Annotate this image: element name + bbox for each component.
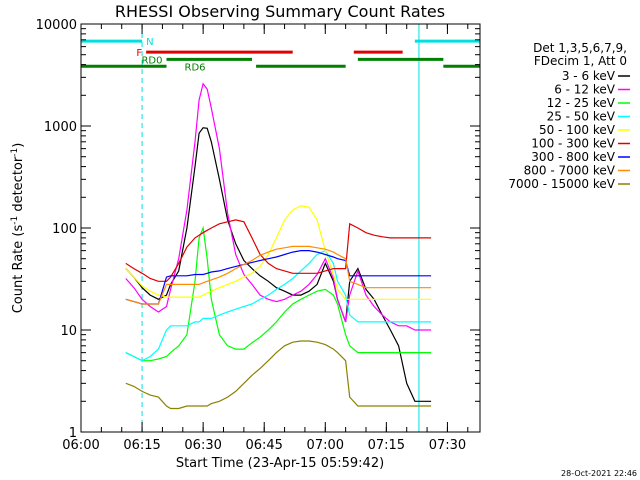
legend-label-3-6-kev: 3 - 6 keV [562, 69, 616, 83]
y-axis-label-end: ) [11, 143, 26, 148]
y-tick-label: 1 [69, 426, 77, 441]
y-tick-label: 100 [52, 222, 77, 237]
y-axis-label-sup1: -1 [10, 216, 20, 225]
y-tick-label: 1000 [44, 120, 77, 135]
series-line-12-25-kev [125, 225, 432, 362]
y-axis-label: Count Rate (s-1 detector-1) [10, 143, 26, 314]
flag-label-n: N [146, 37, 153, 48]
legend-label-100-300-kev: 100 - 300 keV [531, 137, 615, 151]
legend-header-line-1: Det 1,3,5,6,7,9, [533, 41, 627, 55]
legend-label-7000-15000-kev: 7000 - 15000 keV [508, 177, 615, 191]
x-tick-label: 06:15 [123, 438, 160, 453]
legend-header-line-2: FDecim 1, Att 0 [534, 54, 627, 68]
flag-label-rd0: RD0 [141, 55, 162, 66]
legend: Det 1,3,5,6,7,9, FDecim 1, Att 0 3 - 6 k… [508, 41, 630, 191]
y-axis: 1 10 100 1000 10000 [36, 18, 480, 441]
legend-label-6-12-kev: 6 - 12 keV [554, 83, 616, 97]
legend-label-12-25-kev: 12 - 25 keV [547, 96, 616, 110]
y-tick-label: 10 [60, 324, 77, 339]
legend-label-50-100-kev: 50 - 100 keV [539, 123, 616, 137]
series-line-50-100-kev [125, 205, 432, 300]
x-axis: 06:00 06:15 06:30 06:45 07:00 07:15 07:30 [62, 24, 469, 453]
series-line-7000-15000-kev [125, 340, 432, 410]
series-layer [125, 82, 432, 410]
x-axis-label: Start Time (23-Apr-15 05:59:42) [176, 456, 384, 471]
series-line-800-7000-kev [125, 245, 432, 305]
y-axis-label-main: Count Rate (s [11, 225, 26, 314]
y-axis-label-sup2: -1 [10, 148, 20, 157]
flag-label-f: F [136, 48, 142, 59]
chart-title: RHESSI Observing Summary Count Rates [115, 2, 445, 21]
series-line-25-50-kev [125, 249, 432, 362]
series-line-100-300-kev [125, 219, 432, 282]
legend-label-25-50-kev: 25 - 50 keV [547, 110, 616, 124]
series-line-6-12-kev [125, 82, 432, 331]
timestamp: 28-Oct-2021 22:46 [561, 469, 637, 478]
y-axis-label-mid: detector [11, 156, 26, 216]
legend-label-800-7000-kev: 800 - 7000 keV [524, 164, 616, 178]
legend-label-300-800-kev: 300 - 800 keV [531, 150, 615, 164]
series-line-300-800-kev [125, 250, 432, 305]
y-tick-label: 10000 [36, 18, 77, 33]
x-tick-label: 06:30 [184, 438, 221, 453]
x-tick-label: 07:15 [368, 438, 405, 453]
x-tick-label: 06:45 [245, 438, 282, 453]
flag-label-rd6: RD6 [185, 62, 206, 73]
series-line-3-6-kev [125, 127, 432, 402]
x-tick-label: 06:00 [62, 438, 99, 453]
x-tick-label: 07:00 [307, 438, 344, 453]
x-tick-label: 07:30 [429, 438, 466, 453]
